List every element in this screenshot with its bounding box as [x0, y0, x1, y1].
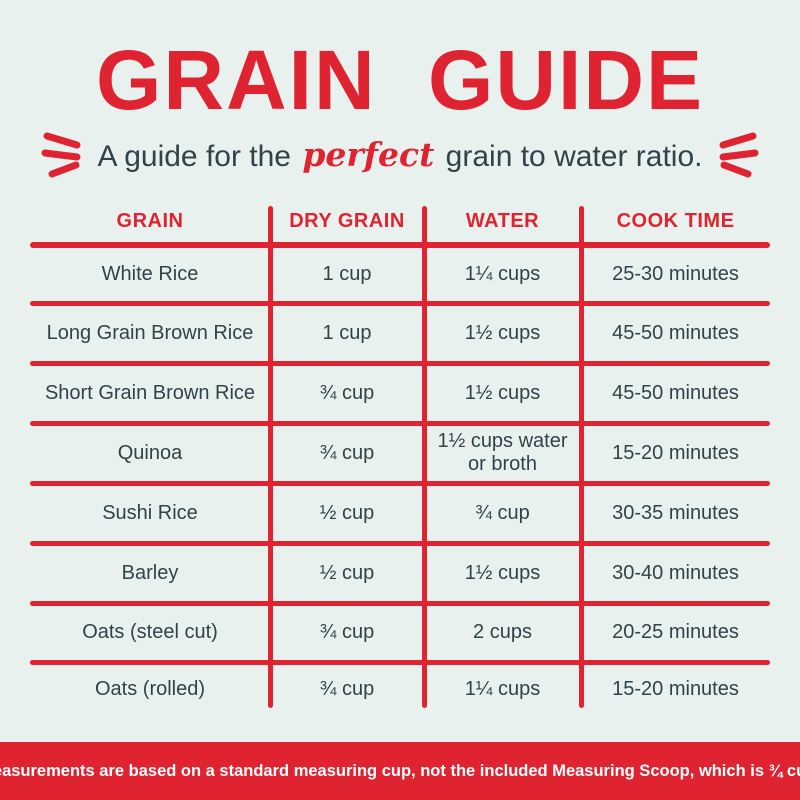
- cell-water: 1½ cups: [464, 561, 541, 584]
- cell-dry-grain: ¾ cup: [319, 381, 375, 404]
- row-divider: [30, 660, 770, 665]
- page-title: GRAIN GUIDE: [95, 33, 705, 127]
- table-row: Barley ½ cup 1½ cups 30-40 minutes: [30, 543, 770, 603]
- cell-cook-time: 45-50 minutes: [612, 321, 739, 344]
- cell-grain: Sushi Rice: [102, 501, 198, 524]
- cell-dry-grain: ¾ cup: [319, 441, 375, 464]
- subtitle-prefix: A guide for the: [97, 139, 291, 173]
- row-divider: [30, 421, 770, 426]
- footer-note-bar: Measurements are based on a standard mea…: [0, 742, 800, 800]
- row-divider: [30, 541, 770, 546]
- header-divider: [30, 242, 770, 248]
- column-header-water: WATER: [465, 209, 540, 232]
- table-row: Sushi Rice ½ cup ¾ cup 30-35 minutes: [30, 483, 770, 543]
- cell-dry-grain: ¾ cup: [319, 677, 375, 700]
- cell-cook-time: 15-20 minutes: [612, 441, 739, 464]
- cell-water: 1¼ cups: [464, 263, 541, 285]
- table-body: White Rice 1 cup 1¼ cups 25-30 minutes L…: [30, 246, 770, 716]
- cell-grain: Short Grain Brown Rice: [44, 381, 256, 404]
- table-row: Quinoa ¾ cup 1½ cups water or broth 15-2…: [30, 423, 770, 483]
- cell-grain: Long Grain Brown Rice: [46, 321, 254, 344]
- subtitle-highlight: perfect: [302, 134, 435, 174]
- cell-grain: Oats (steel cut): [82, 621, 218, 643]
- cell-dry-grain: ½ cup: [319, 561, 375, 584]
- cell-water: 1¼ cups: [464, 677, 541, 700]
- cell-cook-time: 30-35 minutes: [612, 501, 739, 524]
- cell-cook-time: 45-50 minutes: [612, 381, 739, 404]
- table-row: White Rice 1 cup 1¼ cups 25-30 minutes: [30, 246, 770, 303]
- cell-cook-time: 25-30 minutes: [612, 263, 739, 285]
- cell-water: 2 cups: [473, 621, 532, 643]
- cell-cook-time: 15-20 minutes: [612, 677, 739, 700]
- row-divider: [30, 361, 770, 366]
- column-divider: [579, 206, 584, 708]
- column-divider: [268, 206, 273, 708]
- cell-cook-time: 20-25 minutes: [612, 621, 739, 643]
- cell-water: 1½ cups: [464, 381, 541, 404]
- table-row: Oats (steel cut) ¾ cup 2 cups 20-25 minu…: [30, 603, 770, 662]
- cell-water: 1½ cups water or broth: [437, 430, 568, 475]
- grain-ratio-table: GRAIN DRY GRAIN WATER COOK TIME White Ri…: [30, 200, 770, 720]
- cell-grain: Barley: [121, 561, 179, 584]
- column-divider: [422, 206, 427, 708]
- cell-dry-grain: 1 cup: [322, 263, 372, 285]
- cell-dry-grain: ½ cup: [319, 501, 375, 524]
- subtitle: A guide for the perfect grain to water r…: [98, 135, 703, 174]
- column-header-grain: GRAIN: [116, 209, 184, 232]
- table-row: Long Grain Brown Rice 1 cup 1½ cups 45-5…: [30, 303, 770, 363]
- table-row: Short Grain Brown Rice ¾ cup 1½ cups 45-…: [30, 363, 770, 423]
- cell-dry-grain: 1 cup: [322, 321, 372, 344]
- emphasis-burst-right-icon: [719, 132, 759, 178]
- subtitle-row: A guide for the perfect grain to water r…: [0, 128, 800, 180]
- cell-cook-time: 30-40 minutes: [612, 561, 739, 584]
- row-divider: [30, 481, 770, 486]
- table-header-row: GRAIN DRY GRAIN WATER COOK TIME: [30, 200, 770, 242]
- footer-note: Measurements are based on a standard mea…: [0, 761, 800, 780]
- row-divider: [30, 301, 770, 306]
- cell-grain: White Rice: [101, 263, 199, 285]
- cell-water: ¾ cup: [475, 501, 530, 524]
- cell-grain: Quinoa: [117, 441, 183, 464]
- table-row: Oats (rolled) ¾ cup 1¼ cups 15-20 minute…: [30, 662, 770, 716]
- cell-grain: Oats (rolled): [94, 677, 206, 700]
- column-header-dry-grain: DRY GRAIN: [289, 209, 405, 232]
- cell-dry-grain: ¾ cup: [319, 621, 375, 643]
- subtitle-suffix: grain to water ratio.: [445, 139, 703, 173]
- cell-water: 1½ cups: [464, 321, 541, 344]
- row-divider: [30, 601, 770, 606]
- column-header-cook-time: COOK TIME: [616, 209, 735, 232]
- emphasis-burst-left-icon: [41, 132, 81, 178]
